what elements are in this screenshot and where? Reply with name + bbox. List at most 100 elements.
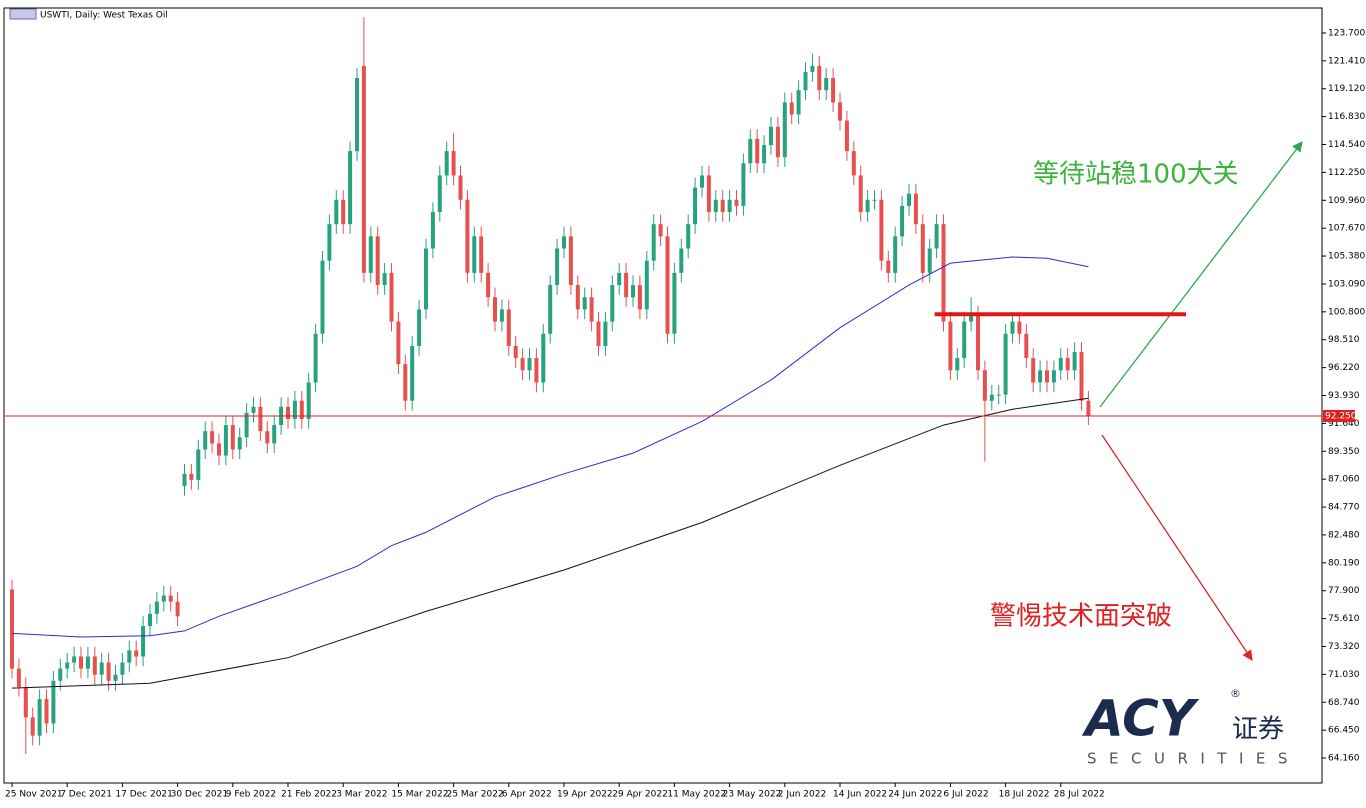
- candle-body: [189, 473, 194, 480]
- candle-body: [141, 626, 146, 657]
- candle-body: [299, 400, 304, 420]
- symbol-icon: [9, 8, 37, 20]
- x-tick-label: 6 Jul 2022: [943, 790, 988, 800]
- candle-body: [693, 187, 698, 225]
- x-tick-label: 11 May 2022: [667, 790, 726, 800]
- marks: [10, 17, 1091, 754]
- candle-body: [555, 248, 560, 286]
- candle-body: [617, 272, 622, 286]
- x-tick-label: 23 May 2022: [723, 790, 782, 800]
- candle-body: [1031, 358, 1036, 383]
- candle-body: [451, 151, 456, 176]
- x-tick-label: 19 Apr 2022: [557, 790, 613, 800]
- y-tick-label: 116.830: [1328, 112, 1365, 122]
- annotation-down: 警惕技术面突破: [990, 602, 1172, 632]
- candle-body: [665, 236, 670, 334]
- candle-body: [900, 205, 905, 237]
- y-tick-label: 87.060: [1328, 475, 1360, 485]
- candle-body: [741, 163, 746, 206]
- candle-body: [720, 199, 725, 212]
- y-tick-label: 73.320: [1328, 642, 1360, 652]
- candle-body: [907, 193, 911, 206]
- y-tick-label: 66.450: [1328, 726, 1360, 736]
- candle-body: [1017, 321, 1022, 334]
- candle-body: [679, 248, 684, 273]
- candle-body: [513, 345, 518, 359]
- candle-body: [803, 71, 808, 91]
- candle-body: [651, 224, 656, 261]
- x-tick-label: 25 Mar 2022: [447, 790, 504, 800]
- candle-body: [1079, 352, 1084, 401]
- candle-body: [230, 425, 235, 450]
- candle-body: [817, 65, 822, 91]
- logo-cn: 证券: [1232, 715, 1284, 745]
- candle-body: [320, 260, 325, 334]
- candle-body: [265, 431, 270, 444]
- candle-body: [486, 272, 491, 298]
- candle-body: [727, 199, 732, 212]
- candle-body: [1065, 358, 1070, 371]
- candle-body: [272, 425, 277, 444]
- candle-body: [769, 126, 773, 146]
- y-tick-label: 98.510: [1328, 335, 1360, 345]
- y-tick-label: 121.410: [1328, 56, 1365, 66]
- candle-body: [306, 382, 311, 420]
- candle-body: [168, 595, 173, 602]
- chart-title: USWTI, Daily: West Texas Oil: [40, 11, 168, 21]
- candle-body: [810, 65, 815, 72]
- candle-body: [1045, 370, 1049, 383]
- candle-body: [286, 406, 290, 420]
- y-tick-label: 105.380: [1328, 252, 1365, 262]
- candle-body: [355, 78, 359, 152]
- candle-body: [85, 656, 90, 669]
- candle-body: [589, 297, 594, 322]
- candle-body: [389, 272, 394, 322]
- candle-body: [624, 272, 629, 298]
- candle-body: [534, 358, 539, 383]
- y-tick-label: 112.250: [1328, 168, 1365, 178]
- candle-body: [706, 175, 711, 212]
- candle-body: [99, 662, 104, 675]
- y-tick-label: 68.740: [1328, 698, 1360, 708]
- x-tick-label: 18 Jul 2022: [999, 790, 1050, 800]
- x-tick-label: 21 Feb 2022: [281, 790, 337, 800]
- candle-body: [610, 285, 615, 322]
- candle-body: [700, 175, 704, 188]
- y-tick-label: 100.800: [1328, 307, 1365, 317]
- candle-body: [1003, 333, 1008, 395]
- candle-body: [244, 412, 249, 438]
- candle-body: [334, 199, 339, 225]
- candle-body: [499, 309, 504, 322]
- candle-body: [755, 138, 760, 164]
- candle-body: [79, 656, 83, 669]
- y-tick-label: 91.640: [1328, 419, 1360, 429]
- candle-body: [251, 406, 256, 413]
- candle-body: [976, 315, 980, 371]
- x-tick-label: 30 Dec 2021: [171, 790, 229, 800]
- y-tick-label: 109.960: [1328, 196, 1365, 206]
- x-tick-label: 2 Jun 2022: [778, 790, 826, 800]
- candle-body: [996, 394, 1001, 396]
- candle-body: [368, 236, 373, 273]
- candle-body: [437, 175, 442, 212]
- candle-body: [92, 656, 97, 675]
- candle-body: [23, 686, 28, 718]
- candle-body: [10, 589, 14, 669]
- candle-body: [893, 236, 898, 273]
- candle-body: [596, 321, 601, 346]
- candle-body: [175, 601, 180, 617]
- candle-body: [527, 358, 532, 371]
- candle-body: [858, 175, 863, 212]
- candle-body: [313, 333, 318, 383]
- x-tick-label: 24 Jun 2022: [888, 790, 942, 800]
- candle-body: [72, 656, 77, 663]
- candle-body: [458, 175, 463, 200]
- candle-body: [16, 668, 21, 687]
- y-tick-label: 119.120: [1328, 84, 1365, 94]
- logo-brand: ACY: [1081, 690, 1200, 748]
- candle-body: [134, 650, 139, 657]
- candle-body: [444, 151, 449, 176]
- candle-body: [44, 699, 49, 724]
- candle-body: [65, 662, 70, 669]
- candle-body: [472, 236, 477, 273]
